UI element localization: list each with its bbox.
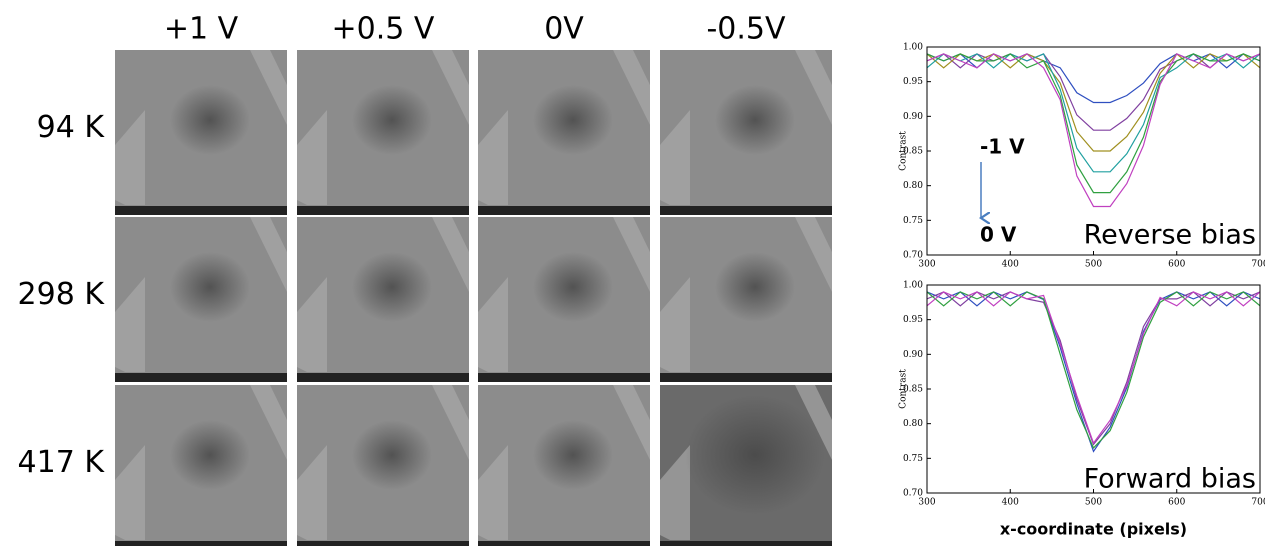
profile-line [927,292,1260,451]
x-tick-label: 400 [1002,498,1019,508]
sem-spot [715,252,795,322]
sem-spot [170,85,250,155]
sem-spot [715,85,795,155]
y-tick-label: 0.75 [903,216,923,226]
x-tick-label: 500 [1085,498,1102,508]
x-tick-label: 600 [1168,498,1185,508]
row-label: 298 K [18,277,106,312]
sem-spot [170,252,250,322]
y-tick-label: 0.95 [903,315,923,325]
sem-info-bar [297,373,469,382]
x-axis-label: x-coordinate (pixels) [1000,520,1187,539]
row-label: 94 K [37,110,106,145]
column-label: +1 V [164,12,239,47]
y-tick-label: 0.90 [903,112,923,122]
sem-info-bar [115,206,287,215]
x-tick-label: 600 [1168,260,1185,270]
x-tick-label: 700 [1251,260,1265,270]
y-tick-label: 0.75 [903,454,923,464]
sem-spot [533,85,613,155]
y-tick-label: 1.00 [903,281,923,291]
sem-spot [533,252,613,322]
annotation: Forward bias [1084,464,1256,495]
profile-line [927,292,1260,443]
x-tick-label: 300 [918,498,935,508]
column-label: 0V [544,12,584,47]
column-label: -0.5V [706,12,786,47]
annotation: 0 V [980,223,1017,247]
row-label: 417 K [18,445,106,480]
sem-info-bar [478,541,650,546]
y-axis-label: Contrast [899,369,909,409]
x-tick-label: 500 [1085,260,1102,270]
sem-info-bar [115,541,287,546]
sem-info-bar [660,541,832,546]
sem-spot [170,420,250,490]
sem-info-bar [660,206,832,215]
annotation: -1 V [980,135,1025,159]
sem-spot [685,395,825,515]
y-axis-label: Contrast [899,131,909,171]
profile-line [927,54,1260,172]
sem-info-bar [297,541,469,546]
sem-spot [352,85,432,155]
sem-spot [352,252,432,322]
column-label: +0.5 V [332,12,435,47]
y-tick-label: 0.80 [903,419,923,429]
annotation: Reverse bias [1084,220,1256,251]
y-tick-label: 1.00 [903,43,923,53]
profile-line [927,54,1260,130]
sem-spot [533,420,613,490]
plot-frame [927,285,1260,493]
y-tick-label: 0.90 [903,350,923,360]
sem-info-bar [115,373,287,382]
sem-info-bar [478,373,650,382]
sem-info-bar [297,206,469,215]
profile-line [927,292,1260,448]
x-tick-label: 400 [1002,260,1019,270]
sem-info-bar [660,373,832,382]
y-tick-label: 0.95 [903,77,923,87]
y-tick-label: 0.80 [903,181,923,191]
sem-info-bar [478,206,650,215]
profile-line [927,292,1260,445]
x-tick-label: 700 [1251,498,1265,508]
sem-spot [352,420,432,490]
x-tick-label: 300 [918,260,935,270]
